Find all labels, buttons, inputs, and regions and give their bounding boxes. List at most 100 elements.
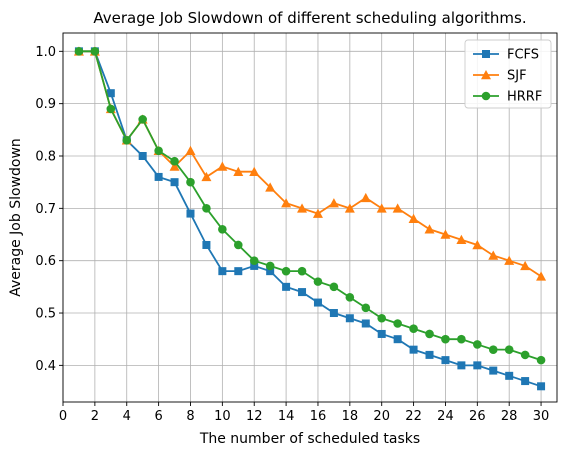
data-point-fcfs (250, 261, 259, 270)
data-point-sjf (344, 203, 355, 213)
data-point-fcfs (329, 309, 338, 318)
data-point-hrrf (138, 115, 147, 124)
data-point-sjf (201, 171, 212, 182)
data-point-fcfs (377, 329, 386, 338)
data-point-fcfs (298, 288, 307, 297)
x-tick-label: 16 (310, 409, 327, 424)
y-tick-label: 0.4 (35, 359, 56, 374)
data-point-fcfs (457, 361, 466, 370)
data-point-hrrf (520, 350, 530, 360)
data-point-hrrf (106, 104, 116, 114)
chart-title: Average Job Slowdown of different schedu… (93, 9, 526, 27)
data-point-hrrf (488, 345, 498, 354)
data-point-hrrf (504, 345, 514, 354)
legend-marker-sjf (481, 70, 491, 80)
legend-item-sjf: SJF (473, 69, 527, 84)
x-tick-label: 28 (501, 409, 518, 424)
series-hrrf (74, 47, 546, 365)
legend-marker-hrrf (481, 91, 491, 101)
data-point-hrrf (313, 277, 323, 286)
x-tick-label: 0 (59, 409, 67, 424)
legend: FCFS SJF HRRF (464, 39, 552, 109)
data-point-sjf (265, 182, 276, 192)
data-point-fcfs (234, 267, 243, 276)
data-point-fcfs (489, 366, 498, 375)
x-tick-label: 12 (246, 409, 263, 424)
data-point-hrrf (170, 156, 179, 166)
data-point-sjf (312, 208, 323, 218)
data-point-hrrf (186, 177, 195, 187)
data-point-fcfs (266, 267, 275, 276)
data-point-fcfs (361, 319, 370, 328)
data-point-fcfs (537, 382, 546, 391)
data-point-fcfs (313, 298, 322, 307)
data-point-hrrf (393, 319, 402, 328)
x-tick-label: 10 (214, 409, 231, 424)
data-point-hrrf (473, 340, 482, 349)
data-point-hrrf (425, 329, 434, 339)
data-point-fcfs (521, 377, 530, 386)
y-tick-label: 0.9 (35, 97, 56, 112)
data-point-sjf (536, 271, 547, 281)
data-point-hrrf (536, 355, 546, 365)
y-tick-label: 0.8 (35, 150, 56, 165)
data-point-hrrf (441, 334, 450, 344)
legend-item-fcfs: FCFS (473, 48, 539, 63)
x-tick-label: 26 (469, 409, 486, 424)
data-point-fcfs (409, 345, 418, 354)
data-point-fcfs (106, 89, 115, 98)
ticks: 0 2 4 6 8 10 12 14 16 18 20 22 24 26 28 300.40.50.60.70… (35, 45, 549, 424)
data-point-sjf (424, 224, 435, 234)
data-point-sjf (488, 250, 499, 260)
legend-label-hrrf: HRRF (507, 90, 542, 105)
data-point-sjf (249, 166, 260, 176)
plot-frame (62, 32, 558, 403)
data-point-fcfs (138, 152, 147, 160)
data-point-hrrf (329, 282, 339, 292)
data-point-hrrf (281, 266, 291, 276)
data-point-hrrf (361, 303, 371, 313)
y-tick-label: 1.0 (35, 45, 56, 60)
data-point-sjf (520, 260, 531, 271)
y-tick-label: 0.5 (35, 307, 56, 322)
data-point-hrrf (122, 135, 132, 145)
data-point-sjf (456, 234, 467, 244)
data-point-sjf (376, 203, 387, 213)
data-point-fcfs (441, 356, 450, 365)
data-point-fcfs (425, 350, 434, 359)
data-point-hrrf (202, 204, 211, 213)
data-point-sjf (185, 145, 196, 156)
x-tick-label: 2 (91, 409, 99, 424)
x-tick-label: 30 (533, 409, 550, 424)
data-point-hrrf (74, 47, 84, 56)
data-point-hrrf (249, 256, 259, 265)
x-tick-label: 22 (405, 409, 422, 424)
legend-marker-fcfs (482, 50, 490, 58)
data-point-fcfs (505, 371, 514, 380)
data-point-sjf (217, 161, 228, 171)
y-axis-label: Average Job Slowdown (8, 138, 24, 297)
data-point-hrrf (265, 261, 275, 271)
data-point-hrrf (90, 47, 100, 56)
data-point-fcfs (218, 267, 227, 276)
data-point-sjf (297, 203, 308, 213)
data-point-sjf (328, 198, 339, 208)
data-point-hrrf (233, 240, 243, 250)
x-tick-label: 18 (342, 409, 359, 424)
x-tick-label: 14 (278, 409, 295, 424)
x-tick-label: 20 (373, 409, 390, 424)
data-point-fcfs (202, 240, 211, 249)
data-point-sjf (408, 213, 419, 224)
data-point-hrrf (409, 324, 418, 334)
data-point-sjf (233, 166, 244, 176)
data-point-hrrf (154, 146, 163, 156)
x-tick-label: 24 (437, 409, 454, 424)
data-point-sjf (360, 192, 371, 203)
legend-item-hrrf: HRRF (473, 90, 542, 105)
y-tick-label: 0.7 (35, 202, 56, 217)
data-point-sjf (392, 203, 403, 213)
data-point-hrrf (377, 313, 387, 323)
data-point-sjf (472, 239, 483, 250)
